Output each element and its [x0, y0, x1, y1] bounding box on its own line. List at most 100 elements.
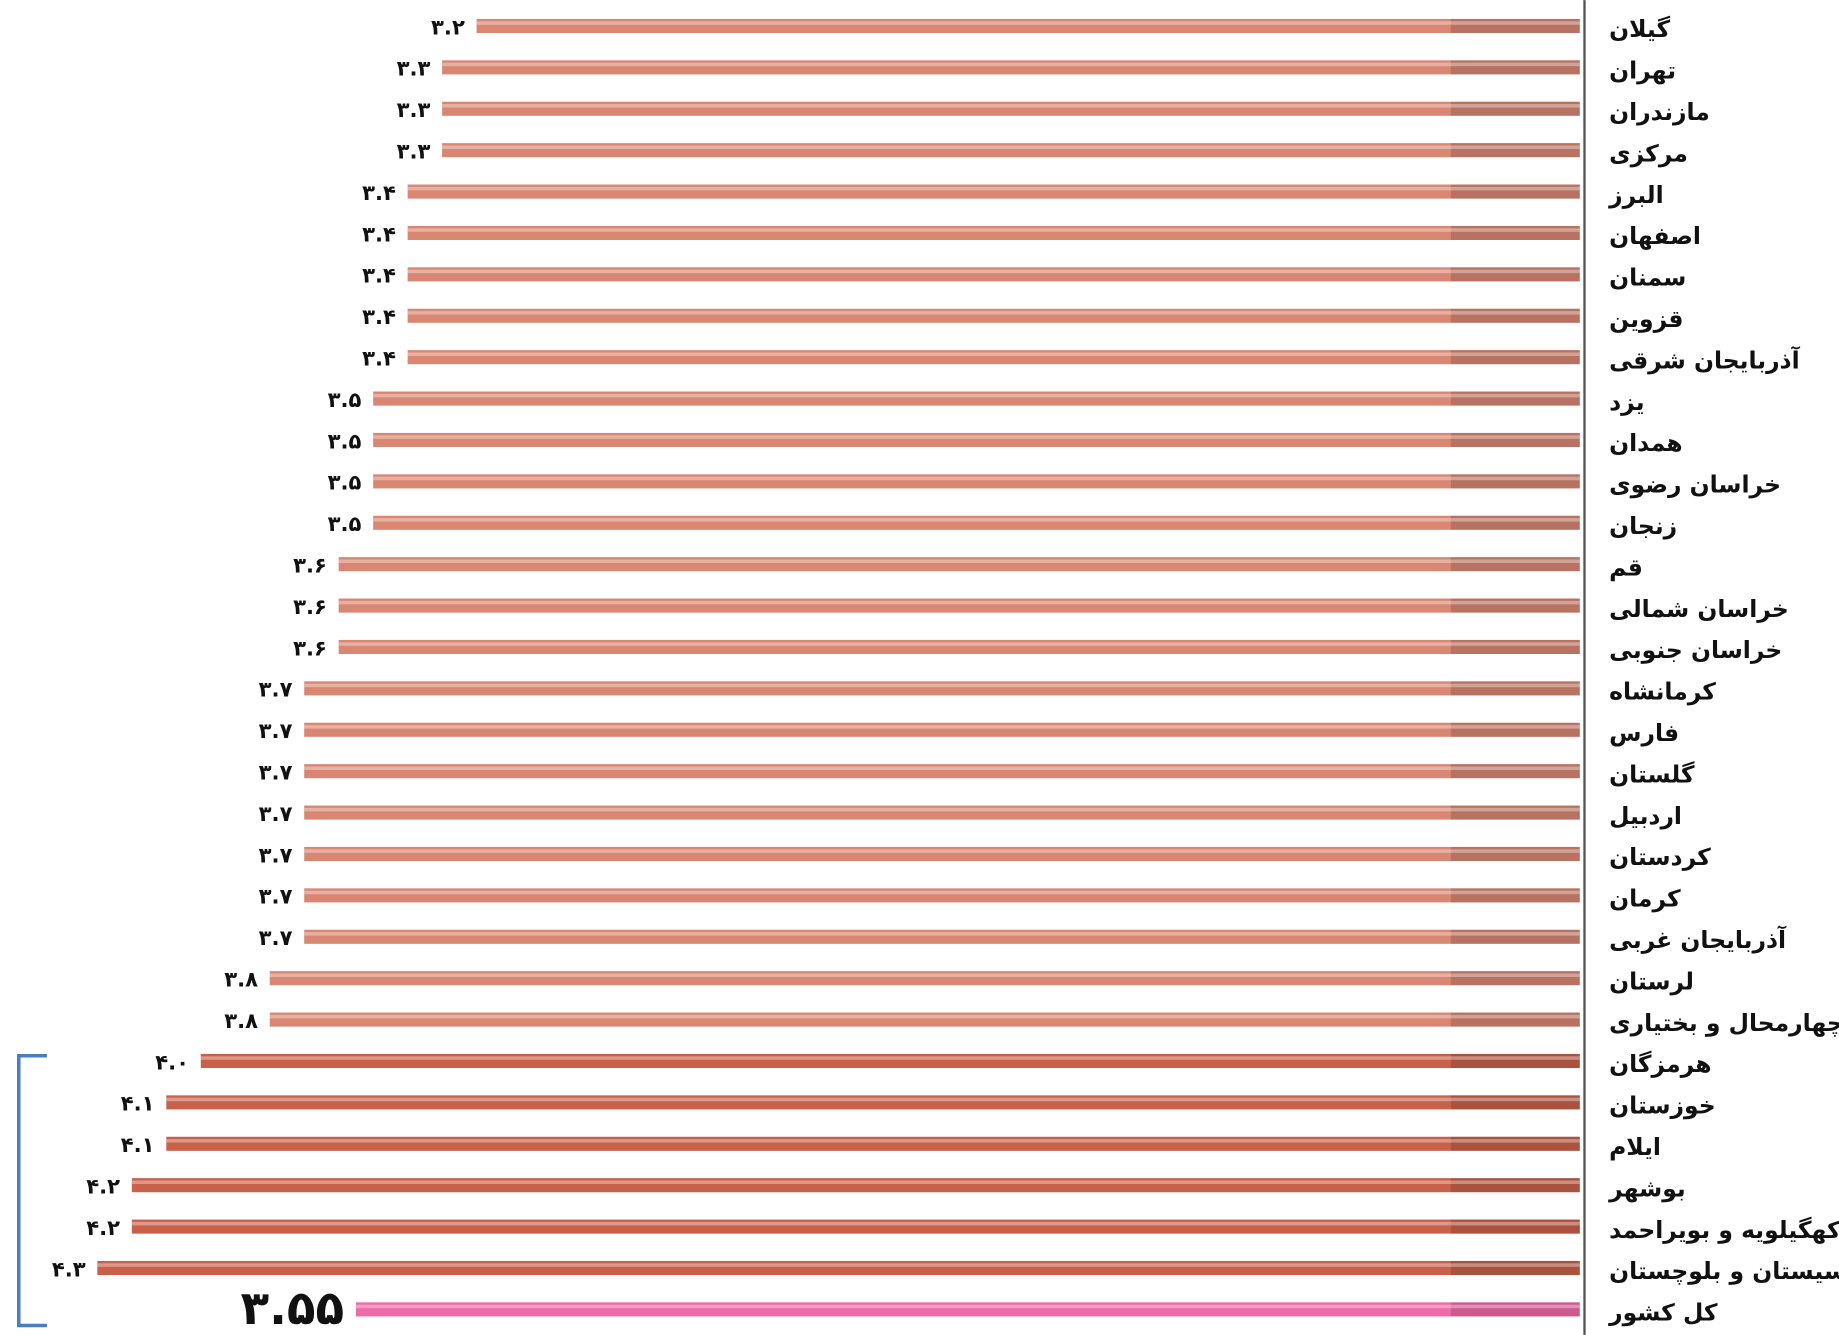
category-label: کردستان: [1609, 843, 1711, 871]
bar: [269, 971, 1580, 986]
bar-highlight: [304, 890, 1580, 895]
bar: [407, 308, 1580, 323]
category-label: سیستان و بلوچستان: [1609, 1257, 1839, 1285]
category-label: قم: [1609, 553, 1643, 581]
value-label: ۳.۵: [328, 387, 362, 412]
bar-shade: [1450, 846, 1580, 862]
bar-highlight: [304, 807, 1580, 812]
bar: [373, 391, 1580, 406]
bar-highlight: [166, 1097, 1580, 1102]
bar-shade: [1450, 143, 1580, 158]
category-label: خراسان جنوبی: [1609, 636, 1782, 664]
category-label: لرستان: [1609, 967, 1694, 995]
category-label: هرمزگان: [1609, 1050, 1711, 1078]
bar: [304, 888, 1580, 903]
value-label: ۳.۶: [293, 635, 327, 660]
bar-highlight: [442, 62, 1580, 67]
category-label: یزد: [1609, 388, 1644, 416]
bar-highlight: [355, 1304, 1580, 1309]
bar-highlight: [407, 352, 1580, 356]
bar-highlight: [338, 600, 1580, 605]
bar-shade: [1450, 639, 1580, 655]
value-label: ۳.۵۵: [240, 1281, 344, 1335]
category-label: آذربایجان شرقی: [1609, 345, 1800, 374]
bar-highlight: [442, 104, 1580, 108]
bar: [442, 143, 1580, 158]
bar-shade: [1450, 805, 1580, 820]
bar: [200, 1053, 1580, 1069]
category-label: اردبیل: [1609, 802, 1682, 830]
bar-highlight: [407, 186, 1580, 191]
value-label: ۴.۲: [86, 1174, 120, 1199]
bar: [407, 225, 1580, 241]
bar-shade: [1450, 350, 1580, 365]
value-label: ۳.۳: [397, 56, 431, 81]
bar-highlight: [373, 476, 1580, 481]
bar: [304, 764, 1580, 779]
bar-highlight: [373, 518, 1580, 522]
category-label: کرمانشاه: [1609, 678, 1716, 706]
bar-shade: [1450, 432, 1580, 448]
bar: [304, 681, 1580, 696]
category-label: خراسان رضوی: [1609, 471, 1781, 499]
value-label: ۳.۲: [431, 14, 465, 39]
bar: [373, 474, 1580, 489]
bar-highlight: [269, 973, 1580, 978]
value-label: ۳.۳: [397, 139, 431, 164]
category-label: چهارمحال و بختیاری: [1609, 1009, 1839, 1037]
bar-shade: [1450, 764, 1580, 779]
category-label: آذربایجان غربی: [1609, 925, 1787, 954]
value-label: ۳.۸: [224, 967, 258, 992]
value-label: ۳.۷: [259, 760, 293, 785]
bar: [304, 929, 1580, 944]
value-label: ۴.۱: [121, 1132, 155, 1157]
value-label: ۳.۴: [362, 263, 396, 288]
bar-shade: [1450, 267, 1580, 282]
value-label: ۳.۵: [328, 470, 362, 495]
bar: [442, 101, 1580, 116]
bar: [131, 1219, 1580, 1234]
bar-highlight: [338, 559, 1580, 564]
bar: [338, 639, 1580, 655]
category-label: خوزستان: [1609, 1092, 1716, 1120]
bar-shade: [1450, 888, 1580, 903]
bar-highlight: [373, 435, 1580, 439]
bar-shade: [1450, 1095, 1580, 1110]
value-label: ۳.۴: [362, 346, 396, 371]
bar-shade: [1450, 225, 1580, 241]
bar-shade: [1450, 929, 1580, 944]
bar-shade: [1450, 60, 1580, 75]
bar: [355, 1302, 1580, 1317]
bar-shade: [1450, 722, 1580, 737]
bar: [304, 846, 1580, 862]
bar-highlight: [269, 1014, 1580, 1019]
bar-shade: [1450, 101, 1580, 116]
bracket: [17, 1053, 47, 1328]
value-label: ۳.۷: [259, 842, 293, 867]
bar-highlight: [304, 932, 1580, 936]
category-label: ایلام: [1609, 1133, 1661, 1161]
value-label: ۳.۴: [362, 304, 396, 329]
bar: [269, 1012, 1580, 1027]
category-label: مازندران: [1609, 98, 1710, 126]
value-label: ۳.۵: [328, 511, 362, 536]
bar: [407, 184, 1580, 199]
category-label: البرز: [1608, 181, 1663, 209]
bar: [338, 598, 1580, 613]
bar: [442, 60, 1580, 75]
bar: [373, 432, 1580, 448]
value-label: ۳.۸: [224, 1008, 258, 1033]
bar-shade: [1450, 1178, 1580, 1193]
bar-shade: [1450, 681, 1580, 696]
category-label: کرمان: [1609, 885, 1681, 913]
bar-highlight: [338, 642, 1580, 646]
bar-shade: [1450, 1012, 1580, 1027]
bar: [304, 805, 1580, 820]
category-label: گلستان: [1609, 760, 1695, 788]
bar-shade: [1450, 474, 1580, 489]
value-label: ۳.۵: [328, 428, 362, 453]
bar-highlight: [131, 1221, 1580, 1226]
category-label: اصفهان: [1609, 222, 1701, 250]
category-label: تهران: [1609, 57, 1676, 85]
